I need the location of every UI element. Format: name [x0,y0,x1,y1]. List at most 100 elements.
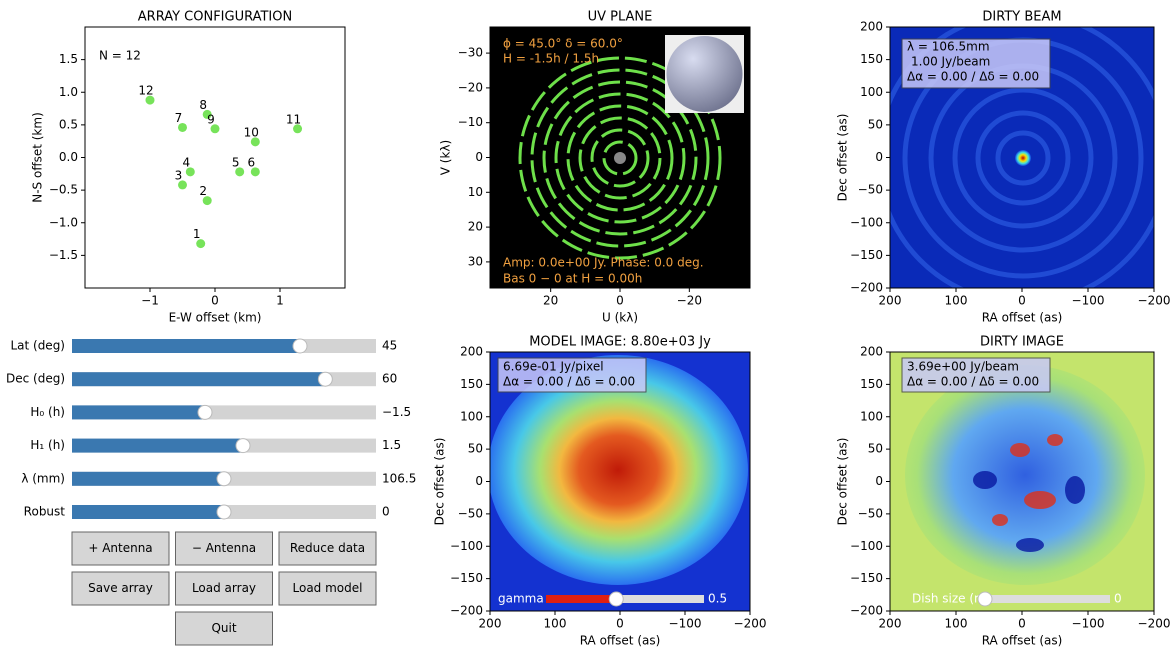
x-axis-label: RA offset (as) [982,634,1063,648]
x-tick-label: −200 [1138,617,1171,631]
uv-image [490,27,750,288]
x-tick-label: 100 [945,617,968,631]
y-tick-label: −1.5 [49,248,78,262]
y-tick-label: −0.5 [49,183,78,197]
x-tick-label: 1 [276,294,284,308]
antenna-label: 7 [175,111,183,125]
x-tick-label: −20 [677,294,702,308]
y-tick-label: 10 [468,185,483,199]
slider-value: −1.5 [382,405,411,419]
slider-fill [72,372,325,386]
slider-knob[interactable] [217,472,231,486]
slider-knob[interactable] [293,339,307,353]
button-label[interactable]: Load model [293,581,363,595]
button-label[interactable]: Load array [192,581,256,595]
y-tick-label: −200 [850,604,883,618]
x-tick-label: 0 [211,294,219,308]
y-axis-label: Dec offset (as) [836,114,850,202]
button-label[interactable]: + Antenna [88,541,152,555]
y-tick-label: −30 [458,46,483,60]
x-tick-label: −200 [734,617,767,631]
x-axis-label: RA offset (as) [580,634,661,648]
axes-title: MODEL IMAGE: 8.80e+03 Jy [529,335,711,350]
x-tick-label: 100 [945,294,968,308]
x-tick-label: 0 [616,617,624,631]
slider-label: gamma [498,592,544,606]
x-axis-label: U (kλ) [602,311,638,325]
uv-annotation: Amp: 0.0e+00 Jy. Phase: 0.0 deg. [503,256,704,270]
array-count: N = 12 [99,49,141,63]
y-tick-label: 200 [860,345,883,359]
y-tick-label: −20 [458,80,483,94]
slider-label: H₁ (h) [30,438,65,452]
slider-knob[interactable] [198,405,212,419]
slider-value: 0 [382,505,390,519]
slider-track [985,595,1110,603]
axes-title: ARRAY CONFIGURATION [138,10,292,25]
slider-value: 1.5 [382,438,401,452]
slider-knob[interactable] [318,372,332,386]
beam-annotation: Δα = 0.00 / Δδ = 0.00 [907,70,1039,84]
axes-title: UV PLANE [588,10,653,25]
antenna-label: 3 [175,168,183,182]
axes-frame [85,27,345,288]
axes-title: DIRTY IMAGE [980,335,1064,350]
antenna-label: 11 [286,112,301,126]
y-axis-label: N-S offset (km) [31,112,45,203]
y-tick-label: 0 [875,150,883,164]
x-tick-label: −100 [669,617,702,631]
y-tick-label: 0.5 [59,117,78,131]
y-tick-label: 1.0 [59,85,78,99]
button-label[interactable]: Reduce data [290,541,365,555]
y-tick-label: 20 [468,220,483,234]
app-window: −10 1 −1.5 −1.0 −0.5 0.0 0.5 1.0 1.5 ARRAY CONFIG… [0,0,1171,650]
slider-knob[interactable] [978,592,992,606]
y-tick-label: 30 [468,254,483,268]
slider-label: Lat (deg) [10,339,65,353]
uv-annotation: Bas 0 − 0 at H = 0.00h [503,272,642,286]
uv-annotation: ϕ = 45.0° δ = 60.0° [503,37,623,51]
y-tick-label: 100 [460,409,483,423]
image-annotation: Δα = 0.00 / Δδ = 0.00 [503,375,635,389]
y-tick-label: 100 [860,85,883,99]
y-tick-label: 150 [460,377,483,391]
x-tick-label: 20 [543,294,558,308]
y-tick-label: −50 [858,183,883,197]
y-tick-label: −100 [450,539,483,553]
slider-label: H₀ (h) [30,405,65,419]
x-tick-label: −100 [1072,294,1105,308]
axes-title: DIRTY BEAM [982,10,1061,25]
slider-label: Robust [24,505,66,519]
x-tick-label: 0 [1018,617,1026,631]
y-tick-label: 50 [868,442,883,456]
y-tick-label: −1.0 [49,215,78,229]
antenna-label: 6 [247,155,255,169]
y-tick-label: 150 [860,377,883,391]
slider-label: Dec (deg) [6,372,65,386]
slider-knob[interactable] [217,505,231,519]
image-annotation: 3.69e+00 Jy/beam [907,360,1019,374]
x-tick-label: 0 [616,294,624,308]
x-axis-label: RA offset (as) [982,311,1063,325]
button-label[interactable]: Quit [211,621,236,635]
antenna-label: 5 [232,155,240,169]
y-tick-label: −50 [858,506,883,520]
y-tick-label: −150 [850,248,883,262]
slider-knob[interactable] [236,439,250,453]
slider-fill [546,595,616,603]
y-axis-label: V (kλ) [439,140,453,175]
x-tick-label: 200 [479,617,502,631]
y-tick-label: −150 [450,571,483,585]
y-tick-label: 0 [875,474,883,488]
slider-knob[interactable] [609,592,623,606]
y-tick-label: 100 [860,409,883,423]
slider-fill [72,472,224,486]
button-label[interactable]: − Antenna [192,541,256,555]
y-tick-label: 200 [860,20,883,34]
button-label[interactable]: Save array [88,581,153,595]
y-tick-label: 0.0 [59,150,78,164]
antenna-label: 2 [199,184,207,198]
slider-value: 0 [1114,592,1122,606]
image-annotation: Δα = 0.00 / Δδ = 0.00 [907,375,1039,389]
y-tick-label: −10 [458,115,483,129]
